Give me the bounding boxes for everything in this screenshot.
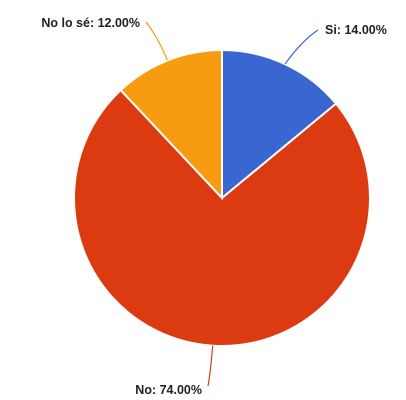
leader-line-no-lo-se xyxy=(145,21,169,61)
slice-label-no-lo-se: No lo sé: 12.00% xyxy=(41,16,140,30)
slice-labels: Si: 14.00% No: 74.00% No lo sé: 12.00% xyxy=(41,16,387,397)
pie-slice-no xyxy=(73,88,371,347)
pie-slices xyxy=(73,48,371,347)
slice-label-si: Si: 14.00% xyxy=(325,23,387,37)
leader-line-si xyxy=(284,29,319,65)
slice-label-no: No: 74.00% xyxy=(135,383,202,397)
pie-slice-si xyxy=(221,48,338,201)
leader-line-no xyxy=(207,345,214,387)
leader-lines xyxy=(145,21,319,387)
